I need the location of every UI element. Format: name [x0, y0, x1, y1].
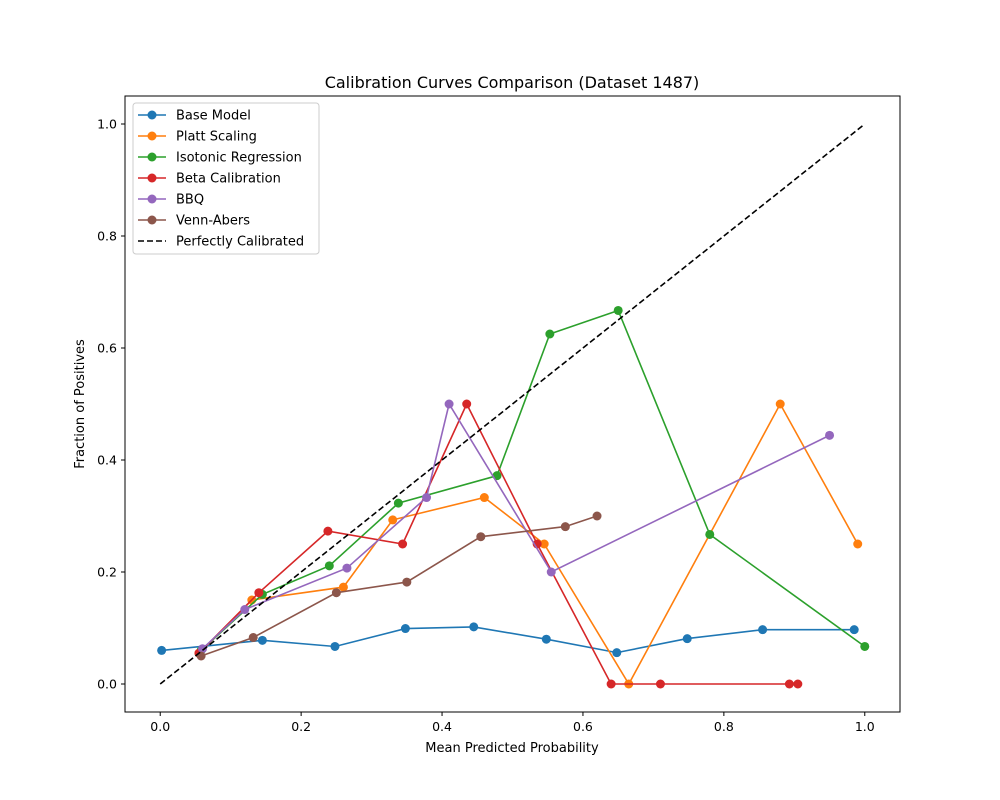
- bbq-point: [422, 493, 432, 503]
- legend-label: Perfectly Calibrated: [176, 235, 304, 250]
- legend-label: Beta Calibration: [176, 172, 281, 187]
- bbq-point: [825, 430, 835, 440]
- beta-calibration-point: [606, 679, 616, 689]
- platt-scaling-point: [775, 399, 785, 409]
- axis-ticks: 0.0 0.2 0.4 0.6 0.8 1.0 0.0 0.2 0.4 0.6 0.8 1.0: [97, 117, 875, 735]
- perfectly-calibrated-line: [159, 123, 866, 685]
- base-model-point: [469, 622, 479, 632]
- isotonic-regression-point: [324, 561, 334, 571]
- bbq-point: [342, 563, 352, 573]
- base-model-point: [612, 648, 622, 658]
- legend-marker: [147, 173, 157, 183]
- beta-calibration-point: [462, 399, 472, 409]
- bbq-line: [201, 401, 830, 650]
- x-tick-label: 0.6: [573, 719, 593, 734]
- y-tick-label: 0.2: [97, 565, 117, 580]
- series-perfectly-calibrated: [159, 123, 866, 685]
- base-model-point: [682, 634, 692, 644]
- venn-abers-point: [196, 651, 206, 661]
- series-platt-scaling: [194, 399, 863, 689]
- base-model-point: [541, 634, 551, 644]
- beta-calibration-point: [655, 679, 665, 689]
- isotonic-regression-point: [860, 641, 870, 651]
- bbq-point: [444, 399, 454, 409]
- series-bbq: [198, 399, 835, 654]
- x-tick-label: 1.0: [855, 719, 875, 734]
- base-model-point: [758, 625, 768, 635]
- x-tick-label: 0.0: [150, 719, 170, 734]
- y-tick-label: 0.4: [97, 453, 117, 468]
- isotonic-regression-point: [613, 305, 623, 315]
- bbq-point: [546, 567, 556, 577]
- chart-title: Calibration Curves Comparison (Dataset 1…: [325, 73, 700, 92]
- legend-item-beta-calibration: Beta Calibration: [138, 172, 281, 187]
- venn-abers-point: [476, 532, 486, 542]
- x-tick-label: 0.2: [291, 719, 311, 734]
- base-model-point: [257, 635, 267, 645]
- series-beta-calibration: [194, 399, 803, 689]
- venn-abers-line: [200, 515, 598, 657]
- x-tick-label: 0.4: [432, 719, 452, 734]
- venn-abers-point: [592, 511, 602, 521]
- beta-calibration-point: [784, 679, 794, 689]
- y-axis-label: Fraction of Positives: [73, 339, 88, 469]
- series-layer: [157, 123, 870, 689]
- legend-item-isotonic-regression: Isotonic Regression: [138, 151, 302, 166]
- legend-label: Isotonic Regression: [176, 151, 302, 166]
- isotonic-regression-point: [545, 329, 555, 339]
- beta-calibration-point: [398, 539, 408, 549]
- isotonic-regression-line: [200, 309, 866, 651]
- series-base-model: [157, 622, 859, 658]
- beta-calibration-line: [198, 402, 798, 685]
- platt-scaling-point: [388, 515, 398, 525]
- legend-item-bbq: BBQ: [138, 193, 204, 208]
- legend-label: Platt Scaling: [176, 130, 257, 145]
- beta-calibration-point: [793, 679, 803, 689]
- platt-scaling-point: [479, 493, 489, 503]
- legend-marker: [147, 194, 157, 204]
- bbq-point: [240, 605, 250, 615]
- y-tick-label: 0.6: [97, 341, 117, 356]
- base-model-point: [400, 624, 410, 634]
- platt-scaling-point: [338, 582, 348, 592]
- platt-scaling-point: [853, 539, 863, 549]
- y-tick-label: 0.8: [97, 229, 117, 244]
- venn-abers-point: [402, 577, 412, 587]
- platt-scaling-point: [539, 539, 549, 549]
- beta-calibration-point: [254, 588, 264, 598]
- y-tick-label: 1.0: [97, 117, 117, 132]
- x-tick-label: 0.8: [714, 719, 734, 734]
- beta-calibration-point: [323, 526, 333, 536]
- base-model-line: [161, 626, 855, 654]
- legend-label: Venn-Abers: [176, 214, 250, 229]
- base-model-point: [330, 641, 340, 651]
- legend-marker: [147, 152, 157, 162]
- venn-abers-point: [248, 633, 258, 643]
- legend-item-base-model: Base Model: [138, 109, 251, 124]
- legend-item-venn-abers: Venn-Abers: [138, 214, 250, 229]
- legend-box: [132, 102, 320, 255]
- venn-abers-point: [331, 588, 341, 598]
- legend-label: BBQ: [176, 193, 204, 208]
- x-axis-label: Mean Predicted Probability: [425, 741, 599, 756]
- series-venn-abers: [196, 511, 602, 661]
- plot-area: [124, 95, 901, 713]
- bbq-point: [198, 644, 207, 654]
- base-model-point: [157, 645, 167, 655]
- legend-marker: [147, 110, 157, 120]
- isotonic-regression-point: [705, 529, 715, 539]
- venn-abers-point: [560, 522, 570, 532]
- isotonic-regression-point: [393, 498, 403, 508]
- legend-label: Base Model: [176, 109, 251, 124]
- platt-scaling-line: [198, 402, 859, 686]
- legend-item-perfectly-calibrated: Perfectly Calibrated: [138, 235, 304, 250]
- legend: Base Model Platt Scaling Isotonic Regressi…: [132, 102, 320, 255]
- legend-marker: [147, 215, 157, 225]
- y-tick-label: 0.0: [97, 677, 117, 692]
- series-isotonic-regression: [196, 305, 870, 655]
- legend-marker: [147, 131, 157, 141]
- base-model-point: [849, 625, 859, 635]
- legend-item-platt-scaling: Platt Scaling: [138, 130, 257, 145]
